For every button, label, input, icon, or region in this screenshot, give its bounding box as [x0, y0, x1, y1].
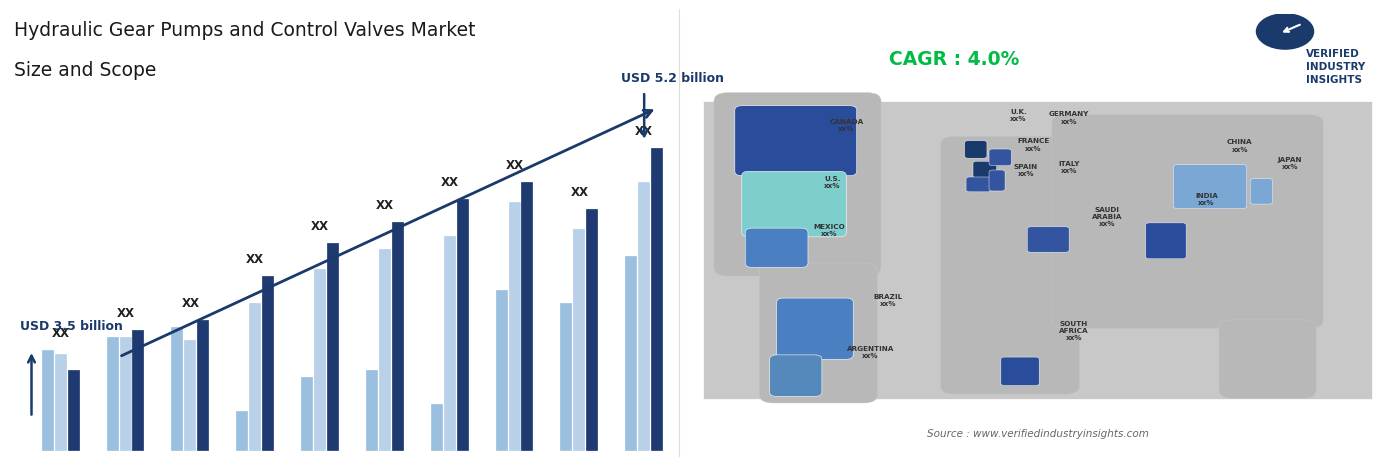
Text: SPAIN
xx%: SPAIN xx%	[1014, 164, 1037, 177]
Text: GERMANY
xx%: GERMANY xx%	[1049, 111, 1089, 125]
FancyBboxPatch shape	[1173, 165, 1247, 208]
Bar	[67, 370, 80, 451]
Text: U.S.
xx%: U.S. xx%	[825, 176, 840, 189]
Bar	[249, 303, 262, 451]
Bar	[133, 330, 144, 451]
Bar	[626, 256, 637, 451]
Bar	[651, 148, 664, 451]
Bar	[379, 249, 391, 451]
Bar	[197, 320, 210, 451]
FancyBboxPatch shape	[703, 101, 1372, 399]
Text: CAGR : 4.0%: CAGR : 4.0%	[889, 50, 1019, 69]
FancyBboxPatch shape	[973, 161, 997, 178]
FancyBboxPatch shape	[1250, 179, 1273, 204]
Text: SOUTH
AFRICA
xx%: SOUTH AFRICA xx%	[1060, 320, 1089, 341]
Bar	[237, 411, 248, 451]
Text: XX: XX	[182, 297, 199, 310]
FancyBboxPatch shape	[966, 177, 991, 192]
Text: SAUDI
ARABIA
xx%: SAUDI ARABIA xx%	[1092, 207, 1123, 227]
Text: CHINA
xx%: CHINA xx%	[1226, 140, 1253, 153]
FancyBboxPatch shape	[1145, 223, 1186, 259]
Bar	[55, 353, 67, 451]
Bar	[638, 182, 650, 451]
FancyBboxPatch shape	[1051, 114, 1323, 329]
Text: XX: XX	[116, 307, 134, 320]
Bar	[171, 326, 183, 451]
Bar	[392, 222, 403, 451]
Bar	[119, 337, 132, 451]
Text: Source : www.verifiedindustryinsights.com: Source : www.verifiedindustryinsights.co…	[927, 429, 1149, 438]
FancyBboxPatch shape	[1001, 357, 1039, 385]
Circle shape	[1256, 13, 1315, 50]
Bar	[106, 337, 119, 451]
Text: FRANCE
xx%: FRANCE xx%	[1018, 139, 1050, 152]
Text: USD 5.2 billion: USD 5.2 billion	[622, 72, 724, 85]
Text: ARGENTINA
xx%: ARGENTINA xx%	[847, 346, 895, 359]
Bar	[365, 370, 378, 451]
Text: U.K.
xx%: U.K. xx%	[1009, 109, 1026, 122]
Bar	[301, 377, 314, 451]
Text: VERIFIED
INDUSTRY
INSIGHTS: VERIFIED INDUSTRY INSIGHTS	[1306, 49, 1365, 85]
FancyBboxPatch shape	[742, 171, 846, 237]
Bar	[521, 182, 533, 451]
Text: CANADA
xx%: CANADA xx%	[829, 119, 864, 132]
Text: XX: XX	[246, 253, 265, 266]
Bar	[560, 303, 573, 451]
Text: XX: XX	[52, 327, 70, 340]
Text: BRAZIL
xx%: BRAZIL xx%	[874, 293, 903, 307]
Bar	[508, 202, 521, 451]
Bar	[431, 404, 442, 451]
FancyBboxPatch shape	[777, 298, 853, 359]
Bar	[42, 350, 53, 451]
Bar	[496, 290, 508, 451]
Text: USD 3.5 billion: USD 3.5 billion	[21, 320, 123, 333]
FancyBboxPatch shape	[988, 170, 1005, 191]
Bar	[185, 340, 196, 451]
Text: XX: XX	[311, 219, 329, 232]
Bar	[587, 209, 598, 451]
FancyBboxPatch shape	[714, 93, 881, 276]
Bar	[262, 276, 274, 451]
Text: XX: XX	[636, 126, 654, 139]
Text: ITALY
xx%: ITALY xx%	[1058, 161, 1079, 174]
Bar	[328, 243, 339, 451]
FancyBboxPatch shape	[941, 136, 1079, 394]
Bar	[444, 236, 455, 451]
Text: Size and Scope: Size and Scope	[14, 61, 157, 80]
Text: XX: XX	[441, 176, 459, 189]
Text: MEXICO
xx%: MEXICO xx%	[813, 224, 844, 237]
FancyBboxPatch shape	[770, 355, 822, 396]
Text: Hydraulic Gear Pumps and Control Valves Market: Hydraulic Gear Pumps and Control Valves …	[14, 20, 476, 40]
Text: XX: XX	[505, 159, 524, 172]
FancyBboxPatch shape	[965, 141, 987, 158]
Bar	[314, 270, 326, 451]
FancyBboxPatch shape	[759, 263, 878, 403]
FancyBboxPatch shape	[988, 149, 1011, 166]
FancyBboxPatch shape	[1028, 227, 1070, 252]
Text: XX: XX	[570, 186, 588, 199]
Text: JAPAN
xx%: JAPAN xx%	[1278, 157, 1302, 170]
Bar	[456, 199, 469, 451]
Text: INDIA
xx%: INDIA xx%	[1194, 193, 1218, 206]
Text: XX: XX	[375, 199, 393, 213]
FancyBboxPatch shape	[735, 106, 857, 176]
FancyBboxPatch shape	[745, 228, 808, 267]
FancyBboxPatch shape	[1219, 320, 1316, 399]
Bar	[574, 229, 585, 451]
